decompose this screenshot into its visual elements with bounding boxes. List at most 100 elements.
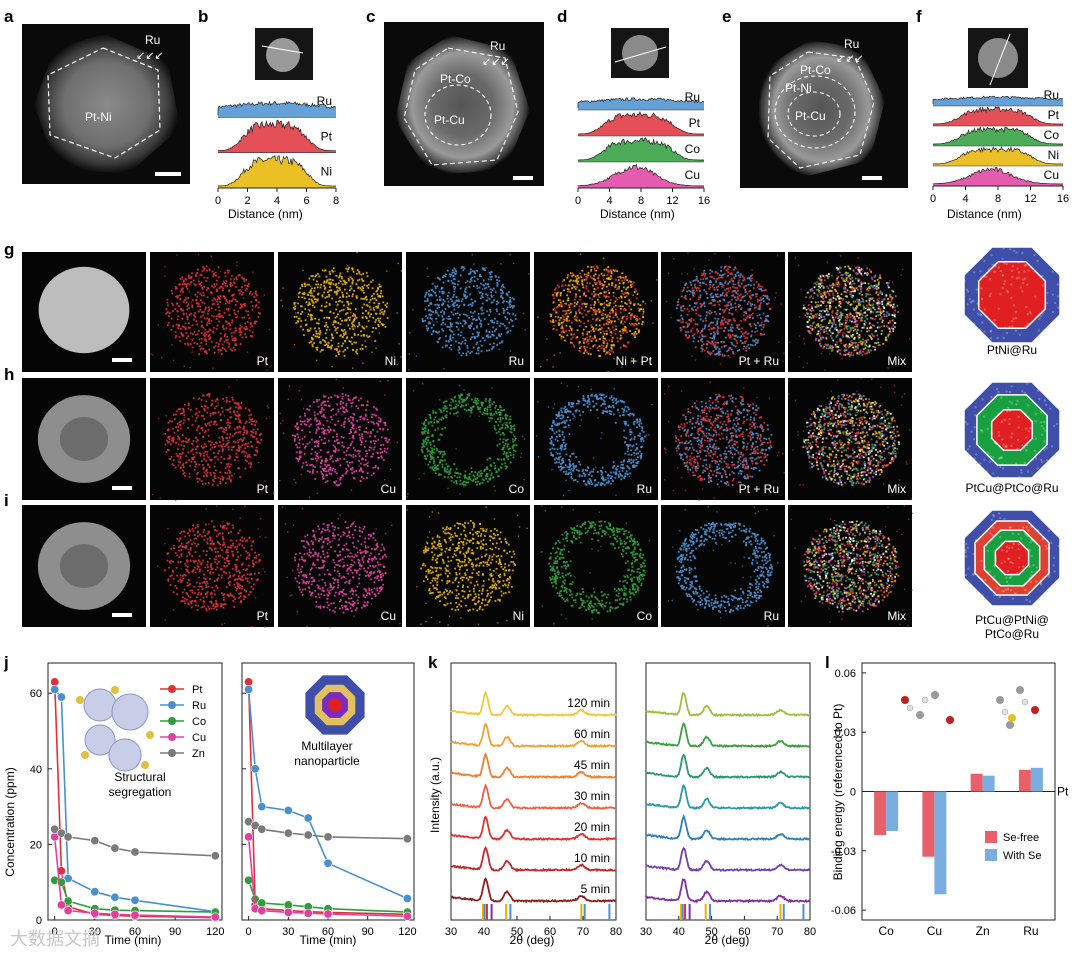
eds-dot [188,459,190,461]
eds-dot [183,280,185,282]
eds-dot [496,282,498,284]
eds-dot [702,336,704,338]
eds-dot [213,452,215,454]
eds-dot [299,287,301,289]
eds-dot [204,336,206,338]
eds-dot [823,329,825,331]
eds-dot [296,457,298,459]
eds-dot [310,328,312,330]
eds-dot [250,441,252,443]
eds-dot [737,350,739,352]
eds-dot [437,307,439,309]
eds-dot [238,402,240,404]
eds-dot [768,321,770,323]
eds-dot [836,312,838,314]
eds-dot [256,447,258,449]
eds-dot [613,344,615,346]
eds-noise [175,500,176,501]
eds-dot [363,304,365,306]
eds-dot [386,303,388,305]
eds-dot [868,349,870,351]
eds-dot [638,330,640,332]
eds-dot [719,351,721,353]
eds-dot [620,308,622,310]
eds-dot [559,334,561,336]
eds-dot [600,292,602,294]
eds-dot [602,314,604,316]
eds-dot [683,287,685,289]
eds-dot [557,316,559,318]
eds-dot [751,280,753,282]
eds-dot [748,301,750,303]
eds-dot [438,306,440,308]
eds-dot [238,408,240,410]
eds-dot [373,414,375,416]
eds-dot [846,326,848,328]
eds-dot [697,280,699,282]
eds-dot [860,269,862,271]
eds-dot [844,291,846,293]
eds-dot [847,272,849,274]
eds-dot [188,276,190,278]
eds-dot [717,333,719,335]
eds-dot [690,291,692,293]
eds-dot [231,397,233,399]
eds-dot [212,303,214,305]
eds-dot [730,303,732,305]
eds-dot [811,325,813,327]
eds-noise [184,416,185,417]
eds-dot [692,287,694,289]
eds-dot [613,330,615,332]
eds-dot [822,285,824,287]
eds-dot [813,317,815,319]
eds-dot [371,447,373,449]
eds-dot [293,307,295,309]
eds-dot [612,337,614,339]
eds-dot [742,276,744,278]
eds-dot [340,273,342,275]
eds-dot [229,455,231,457]
eds-dot [205,351,207,353]
eds-dot [685,334,687,336]
panel-e-haadf: Pt-Co Pt-Ni Pt-Cu Ru ↙↙↙ [740,22,908,188]
eds-dot [584,274,586,276]
eds-dot [189,476,191,478]
eds-dot [469,327,471,329]
eds-dot [810,317,812,319]
eds-dot [186,337,188,339]
eds-dot [243,434,245,436]
eds-dot [491,348,493,350]
eds-dot [708,329,710,331]
eds-dot [342,330,344,332]
eds-dot [869,294,871,296]
eds-dot [178,437,180,439]
eds-dot [490,288,492,290]
eds-dot [868,330,870,332]
eds-dot [831,312,833,314]
eds-dot [763,324,765,326]
eds-dot [365,310,367,312]
eds-dot [849,313,851,315]
eds-dot [250,466,252,468]
eds-dot [350,341,352,343]
eds-dot [343,424,345,426]
eds-dot [570,272,572,274]
eds-dot [459,314,461,316]
eds-dot [189,465,191,467]
eds-dot [326,302,328,304]
eds-dot [868,283,870,285]
eds-dot [717,289,719,291]
eds-noise [728,312,729,313]
eds-dot [580,275,582,277]
eds-dot [424,309,426,311]
eds-dot [170,329,172,331]
eds-dot [229,433,231,435]
eds-dot [591,293,593,295]
eds-noise [751,270,752,271]
eds-dot [856,320,858,322]
eds-dot [223,281,225,283]
eds-dot [822,302,824,304]
eds-dot [615,300,617,302]
eds-dot [222,347,224,349]
eds-dot [639,318,641,320]
